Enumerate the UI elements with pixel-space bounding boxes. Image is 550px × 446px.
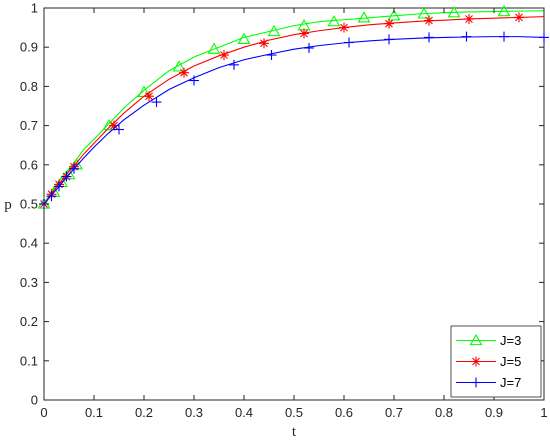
- asterisk-marker: [471, 356, 481, 367]
- x-tick-label: 0.9: [485, 405, 503, 420]
- legend-item: J=3: [456, 333, 521, 348]
- plus-marker: [229, 59, 239, 70]
- x-tick-label: 0: [40, 405, 47, 420]
- y-tick-label: 0: [31, 393, 38, 408]
- plus-marker: [114, 124, 124, 135]
- series-j-7: [39, 31, 549, 209]
- legend-item: J=5: [456, 354, 521, 369]
- triangle-marker: [357, 11, 371, 23]
- y-axis-title: p: [4, 197, 12, 213]
- asterisk-marker: [259, 38, 269, 49]
- plus-marker: [304, 42, 314, 53]
- legend: J=3 J=5 J=7: [450, 325, 542, 398]
- x-tick-label: 0.1: [85, 405, 103, 420]
- asterisk-marker: [514, 12, 524, 23]
- triangle-marker: [469, 333, 483, 346]
- y-tick-label: 0.1: [20, 353, 38, 368]
- x-tick-label: 0.6: [335, 405, 353, 420]
- triangle-marker: [417, 7, 431, 19]
- plus-marker: [151, 97, 162, 108]
- legend-label: J=5: [500, 354, 521, 369]
- y-tick-label: 0.5: [20, 197, 38, 212]
- x-tick-label: 0.2: [135, 405, 153, 420]
- triangle-marker: [172, 60, 186, 72]
- series-layer: [37, 4, 549, 209]
- x-tick-label: 0.5: [285, 405, 303, 420]
- triangle-marker: [267, 24, 281, 37]
- asterisk-marker: [179, 67, 189, 78]
- triangle-marker: [207, 42, 221, 54]
- asterisk-marker: [219, 50, 229, 61]
- asterisk-marker: [339, 22, 349, 33]
- asterisk-marker: [384, 18, 394, 29]
- y-tick-label: 0.4: [20, 236, 38, 251]
- ticks-layer: 0 0.1 0.2 0.3 0.4 0.5 0.6 0.7 0.8 0.9 1 0 0.1 0.2 0.3 0…: [20, 1, 548, 421]
- triangle-marker: [387, 9, 401, 21]
- x-tick-label: 0.3: [185, 405, 203, 420]
- triangle-marker: [447, 6, 461, 18]
- legend-label: J=3: [500, 333, 521, 348]
- legend-item: J=7: [456, 375, 521, 390]
- x-tick-label: 0.7: [385, 405, 403, 420]
- asterisk-marker: [464, 13, 474, 24]
- plus-marker: [499, 31, 509, 42]
- legend-label: J=7: [500, 375, 521, 390]
- plus-marker: [61, 171, 72, 182]
- asterisk-marker: [144, 91, 154, 102]
- plus-marker: [471, 377, 481, 388]
- plus-marker: [539, 32, 549, 43]
- plus-marker: [344, 37, 354, 48]
- plus-marker: [424, 32, 434, 43]
- plus-marker: [46, 191, 57, 202]
- y-tick-label: 0.7: [20, 118, 38, 133]
- asterisk-marker: [424, 15, 434, 26]
- plus-marker: [266, 50, 277, 61]
- triangle-marker: [237, 32, 251, 45]
- x-axis-title: t: [292, 424, 297, 440]
- asterisk-marker: [299, 28, 309, 39]
- y-tick-label: 0.3: [20, 275, 38, 290]
- y-tick-label: 0.6: [20, 157, 38, 172]
- plus-marker: [461, 31, 472, 42]
- triangle-marker: [497, 4, 511, 17]
- y-tick-label: 0.8: [20, 79, 38, 94]
- y-tick-label: 0.2: [20, 314, 38, 329]
- x-tick-label: 1: [540, 405, 547, 420]
- y-tick-label: 1: [31, 1, 38, 16]
- y-tick-label: 0.9: [20, 40, 38, 55]
- triangle-marker: [327, 15, 341, 27]
- x-tick-label: 0.4: [235, 405, 253, 420]
- plus-marker: [189, 75, 199, 86]
- plus-marker: [54, 181, 64, 192]
- x-tick-label: 0.8: [435, 405, 453, 420]
- plus-marker: [384, 34, 394, 45]
- plus-marker: [69, 163, 79, 174]
